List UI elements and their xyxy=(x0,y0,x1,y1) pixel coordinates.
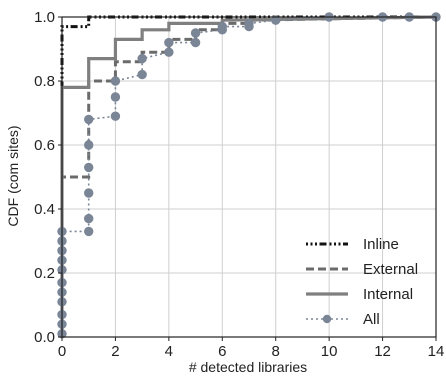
series-point-all xyxy=(84,213,94,224)
series-point-all xyxy=(137,69,147,80)
legend-label-external: External xyxy=(363,261,418,278)
legend-marker-all xyxy=(322,314,332,324)
legend-label-inline: Inline xyxy=(363,236,399,253)
plot-frame xyxy=(61,16,437,338)
series-point-all xyxy=(271,15,281,25)
y-axis-label: CDF (com sites) xyxy=(5,125,21,226)
y-tick-label: 0.4 xyxy=(34,201,55,218)
x-tick-label: 2 xyxy=(111,343,119,360)
series-point-all xyxy=(137,53,147,64)
series-point-all xyxy=(84,162,94,173)
series-point-all xyxy=(84,188,94,198)
x-tick-label: 4 xyxy=(165,343,173,360)
x-tick-label: 14 xyxy=(428,343,445,360)
series-point-all xyxy=(84,140,94,150)
series-point-all xyxy=(244,18,254,29)
series-point-all xyxy=(110,76,121,86)
axes-layer: 0 2 4 6 8 10 12 14 0.0 0.2 0.4 0.6 0.8 1.0 xyxy=(34,9,444,360)
series-point-all xyxy=(110,92,121,102)
y-tick-label: 0.0 xyxy=(34,329,55,346)
series-point-all xyxy=(190,28,201,38)
y-tick-label: 1.0 xyxy=(34,9,55,26)
x-tick-label: 0 xyxy=(58,343,66,360)
x-axis-label: # detected libraries xyxy=(189,359,307,375)
legend-label-internal: Internal xyxy=(363,286,413,303)
series-point-all xyxy=(84,114,94,125)
series-point-all xyxy=(84,226,94,237)
series-point-all xyxy=(110,111,121,121)
x-tick-label: 10 xyxy=(321,343,338,360)
x-tick-label: 8 xyxy=(272,343,280,360)
series-point-all xyxy=(164,47,174,57)
y-tick-label: 0.2 xyxy=(34,265,55,282)
y-tick-label: 0.8 xyxy=(34,73,55,90)
legend: Inline External Internal All xyxy=(306,236,418,328)
legend-label-all: All xyxy=(363,311,380,328)
y-tick-label: 0.6 xyxy=(34,137,55,154)
series-point-all xyxy=(164,37,174,48)
x-tick-label: 6 xyxy=(218,343,226,360)
series-point-all xyxy=(217,21,227,32)
x-tick-label: 12 xyxy=(374,343,391,360)
series-point-all xyxy=(190,37,201,48)
